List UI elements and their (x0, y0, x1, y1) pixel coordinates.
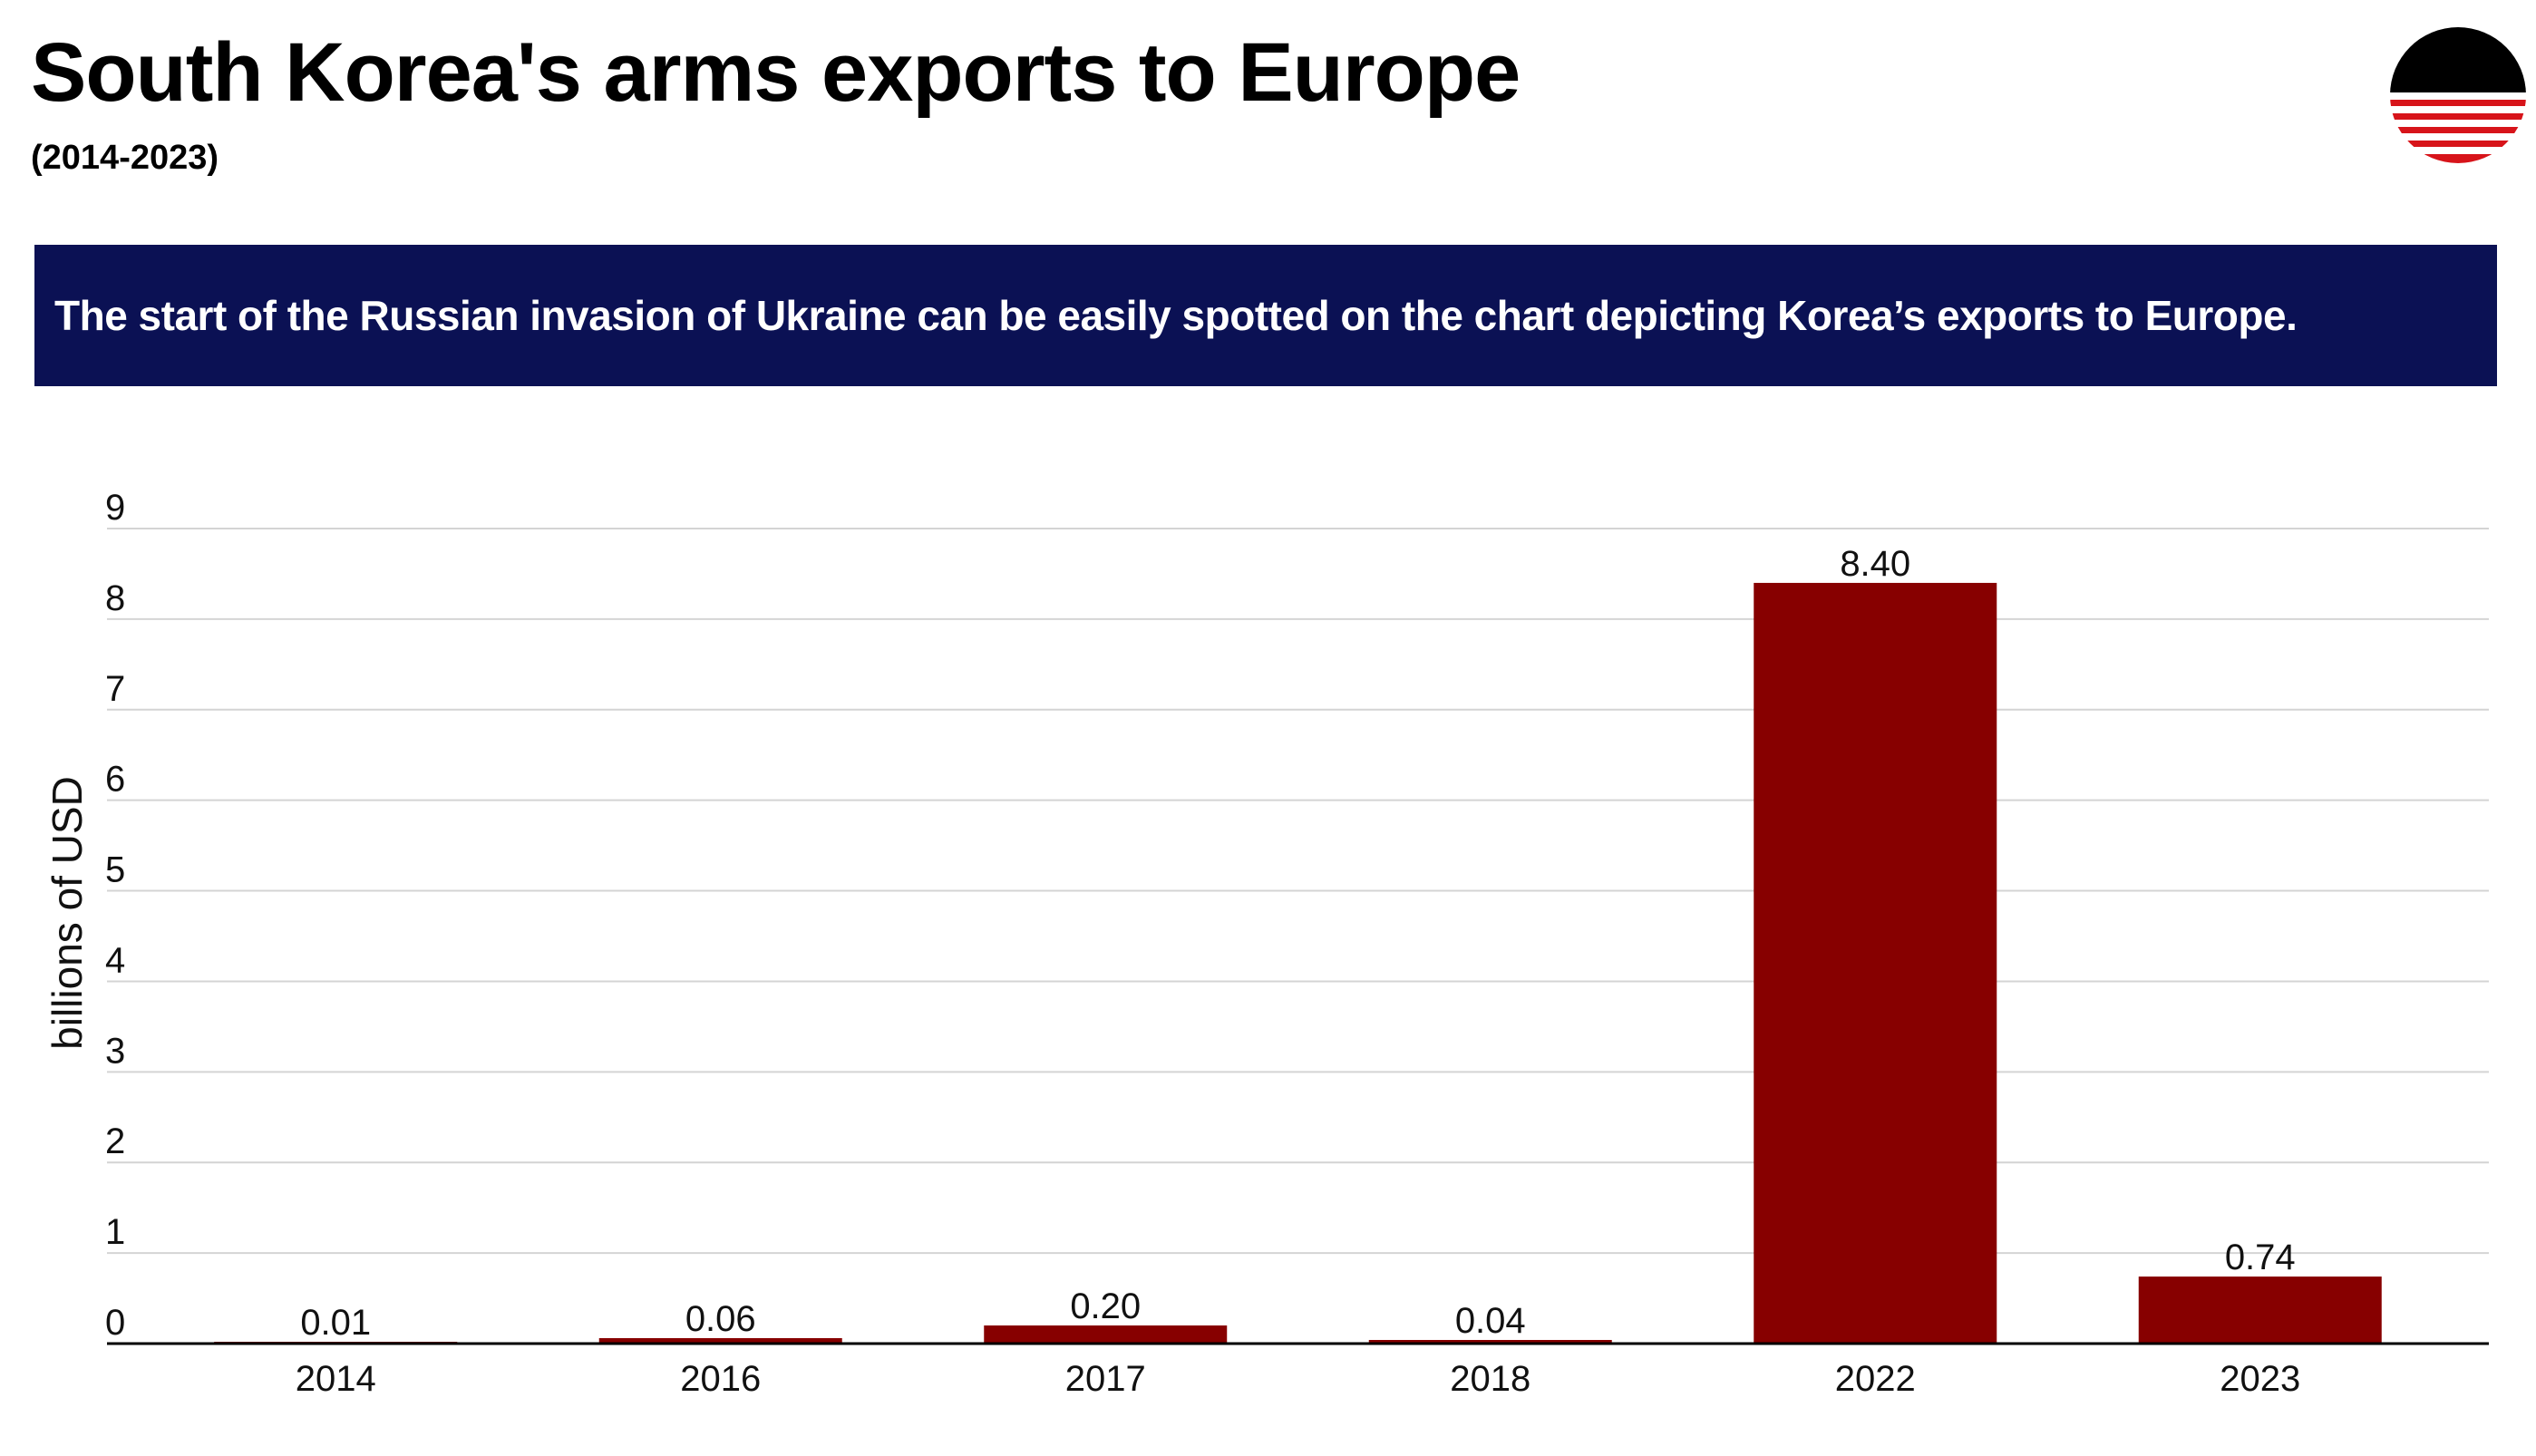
annotation-banner-text: The start of the Russian invasion of Ukr… (54, 292, 2298, 339)
data-label-2023: 0.74 (2225, 1238, 2296, 1277)
y-tick-label: 5 (105, 850, 125, 890)
y-tick-label: 9 (105, 488, 125, 528)
bars (214, 582, 2382, 1344)
x-tick-label: 2018 (1450, 1359, 1530, 1399)
y-axis-ticks: 0 1 2 3 4 5 6 7 8 9 (105, 488, 125, 1343)
data-label-2016: 0.06 (685, 1299, 756, 1339)
y-axis-label: billions of USD (44, 776, 91, 1050)
x-axis-ticks: 2014 2016 2017 2018 2022 2023 (296, 1359, 2300, 1399)
y-tick-label: 3 (105, 1031, 125, 1071)
bar-2018 (1368, 1340, 1612, 1344)
x-tick-label: 2014 (296, 1359, 376, 1399)
bar-2023 (2138, 1276, 2382, 1344)
y-tick-label: 8 (105, 578, 125, 618)
annotation-banner: The start of the Russian invasion of Ukr… (34, 245, 2497, 386)
y-tick-label: 1 (105, 1212, 125, 1252)
y-tick-label: 0 (105, 1303, 125, 1343)
y-tick-label: 6 (105, 760, 125, 800)
bar-2017 (984, 1325, 1228, 1344)
data-label-2014: 0.01 (300, 1303, 371, 1343)
x-tick-label: 2022 (1835, 1359, 1916, 1399)
y-tick-label: 7 (105, 669, 125, 709)
chart-subtitle: (2014-2023) (31, 139, 219, 177)
grid-lines (107, 528, 2489, 1255)
bar-2016 (598, 1338, 842, 1344)
chart-title: South Korea's arms exports to Europe (31, 26, 1521, 119)
x-tick-label: 2016 (680, 1359, 761, 1399)
y-tick-label: 2 (105, 1121, 125, 1161)
x-tick-label: 2023 (2220, 1359, 2300, 1399)
bar-2022 (1754, 582, 1997, 1344)
data-label-2018: 0.04 (1455, 1301, 1526, 1341)
y-tick-label: 4 (105, 940, 125, 980)
data-label-2017: 0.20 (1070, 1286, 1141, 1326)
data-label-2022: 8.40 (1840, 544, 1910, 584)
striped-circle-logo-icon (2390, 27, 2526, 163)
x-tick-label: 2017 (1065, 1359, 1146, 1399)
data-labels: 0.01 0.06 0.20 0.04 8.40 0.74 (300, 544, 2295, 1343)
